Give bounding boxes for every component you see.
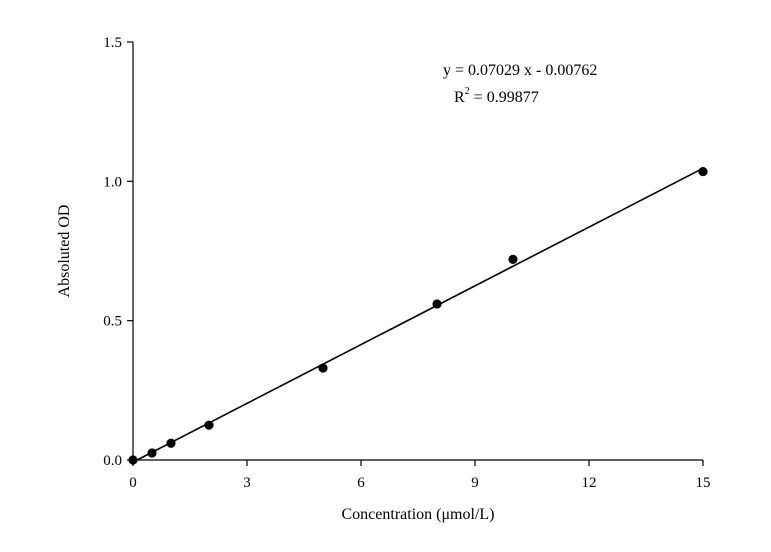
y-tick-label: 0.0 bbox=[103, 453, 122, 469]
data-point bbox=[698, 166, 708, 177]
y-tick-label: 1.5 bbox=[103, 35, 122, 51]
r-squared-label: R2 = 0.99877 bbox=[454, 86, 539, 106]
y-ticks: 0.0 0.5 1.0 1.5 bbox=[103, 35, 133, 469]
x-ticks: 0 3 6 9 12 15 bbox=[129, 460, 711, 491]
x-tick-label: 9 bbox=[471, 475, 479, 491]
data-point bbox=[147, 448, 157, 458]
y-tick-label: 1.0 bbox=[103, 174, 122, 190]
r-squared-superscript: 2 bbox=[465, 86, 470, 97]
x-tick-label: 15 bbox=[696, 475, 711, 491]
data-point bbox=[128, 455, 138, 465]
data-point bbox=[432, 299, 442, 309]
data-point bbox=[318, 363, 328, 373]
r-squared-value: = 0.99877 bbox=[470, 89, 539, 106]
x-tick-label: 0 bbox=[129, 475, 137, 491]
x-tick-label: 6 bbox=[357, 475, 365, 491]
x-axis-title: Concentration (μmol/L) bbox=[342, 506, 495, 523]
y-axis-title: Absoluted OD bbox=[56, 205, 73, 298]
data-point bbox=[508, 254, 518, 264]
fit-line bbox=[132, 167, 704, 463]
fit-layer bbox=[132, 167, 704, 463]
x-tick-label: 12 bbox=[582, 475, 597, 491]
r-squared-prefix: R bbox=[454, 89, 465, 106]
equation-label: y = 0.07029 x - 0.00762 bbox=[443, 62, 597, 79]
data-points bbox=[128, 166, 708, 465]
x-tick-label: 3 bbox=[243, 475, 251, 491]
data-point bbox=[166, 438, 176, 448]
data-point bbox=[204, 420, 214, 430]
plot-area bbox=[132, 42, 703, 461]
y-tick-label: 0.5 bbox=[103, 314, 122, 330]
